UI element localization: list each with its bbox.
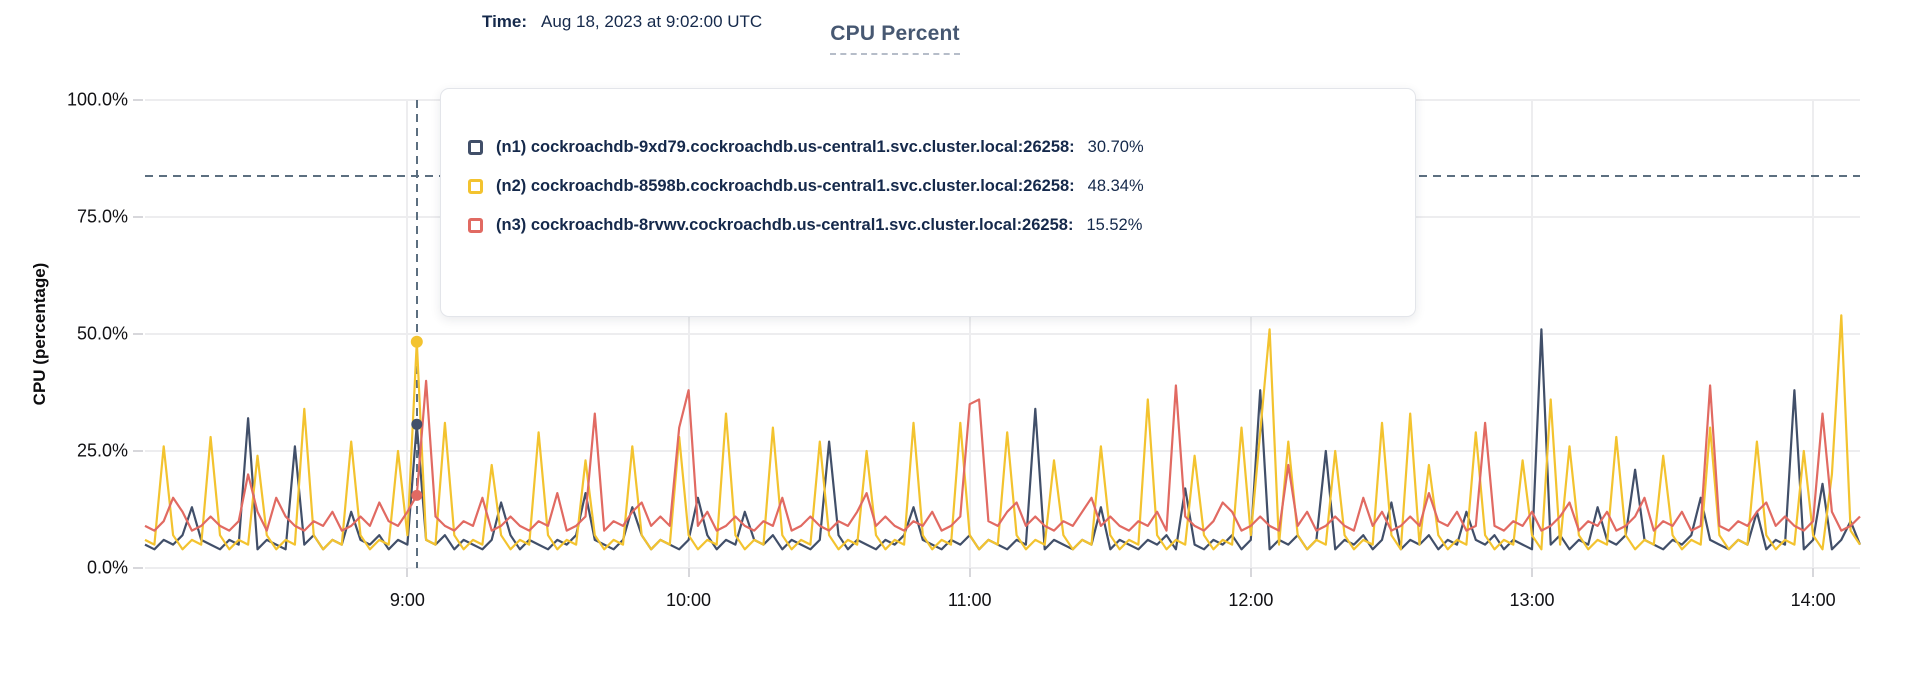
x-tick-mark: [1530, 568, 1533, 577]
x-tick-label-9: 9:00: [389, 590, 425, 610]
chart-title[interactable]: CPU Percent: [830, 22, 960, 55]
x-tick-mark: [406, 568, 409, 577]
x-tick-mark: [1812, 568, 1815, 577]
tooltip-time-value: Aug 18, 2023 at 9:02:00 UTC: [541, 12, 763, 31]
y-tick-label-50: 50.0%: [76, 323, 128, 344]
tooltip-series-n2-label: (n2) cockroachdb-8598b.cockroachdb.us-ce…: [496, 177, 1075, 195]
v-gridline: [1249, 100, 1252, 568]
v-gridline: [968, 100, 971, 568]
x-tick-label-13: 13:00: [1509, 590, 1555, 610]
hover-tooltip: Time: Aug 18, 2023 at 9:02:00 UTC (n1) c…: [440, 12, 1416, 317]
y-tick-mark: [133, 450, 143, 452]
hover-point-n2: [410, 335, 423, 348]
hover-point-n3: [411, 489, 423, 501]
tooltip-series-n2-value: 48.34%: [1087, 177, 1144, 195]
h-gridline: [145, 567, 1860, 569]
plot-area[interactable]: [144, 100, 1862, 568]
h-gridline: [145, 450, 1860, 452]
series-line-n3: [144, 379, 1861, 532]
y-tick-label-25: 25.0%: [76, 440, 128, 461]
v-gridline: [687, 100, 690, 568]
y-tick-mark: [133, 216, 143, 218]
y-tick-label-75: 75.0%: [76, 206, 128, 227]
y-tick-mark: [133, 333, 143, 335]
tooltip-series-row-n1: (n1) cockroachdb-9xd79.cockroachdb.us-ce…: [468, 138, 1144, 157]
v-gridline: [1530, 100, 1533, 568]
tooltip-time-label: Time:: [482, 12, 528, 31]
chart-title-wrap: CPU Percent: [0, 22, 1790, 55]
series-n3-swatch-icon: [468, 218, 483, 233]
tooltip-series-n1-value: 30.70%: [1087, 138, 1144, 156]
v-gridline: [406, 100, 409, 568]
x-tick-label-11: 11:00: [947, 590, 992, 610]
tooltip-series-row-n3: (n3) cockroachdb-8rvwv.cockroachdb.us-ce…: [468, 216, 1142, 235]
tooltip-series-n3-value: 15.52%: [1086, 216, 1143, 234]
x-tick-label-12: 12:00: [1228, 590, 1274, 610]
v-gridline: [1812, 100, 1815, 568]
tooltip-time-row: Time: Aug 18, 2023 at 9:02:00 UTC: [482, 12, 762, 32]
series-n2-swatch-icon: [468, 179, 483, 194]
x-tick-mark: [1249, 568, 1252, 577]
y-tick-mark: [133, 567, 143, 569]
hover-point-n1: [411, 418, 423, 430]
x-tick-mark: [687, 568, 690, 577]
x-tick-label-10: 10:00: [666, 590, 712, 610]
y-tick-label-0: 0.0%: [86, 557, 128, 578]
y-tick-label-100: 100.0%: [66, 89, 128, 110]
hover-time-dashed-line: [415, 100, 418, 568]
tooltip-series-n3-label: (n3) cockroachdb-8rvwv.cockroachdb.us-ce…: [496, 216, 1074, 234]
series-n1-swatch-icon: [468, 140, 483, 155]
series-line-n2: [144, 314, 1861, 551]
x-tick-mark: [968, 568, 971, 577]
x-tick-label-14: 14:00: [1790, 590, 1836, 610]
tooltip-series-row-n2: (n2) cockroachdb-8598b.cockroachdb.us-ce…: [468, 177, 1144, 196]
tooltip-series-n1-label: (n1) cockroachdb-9xd79.cockroachdb.us-ce…: [496, 138, 1075, 156]
y-tick-mark: [133, 99, 143, 101]
h-gridline: [145, 333, 1860, 335]
